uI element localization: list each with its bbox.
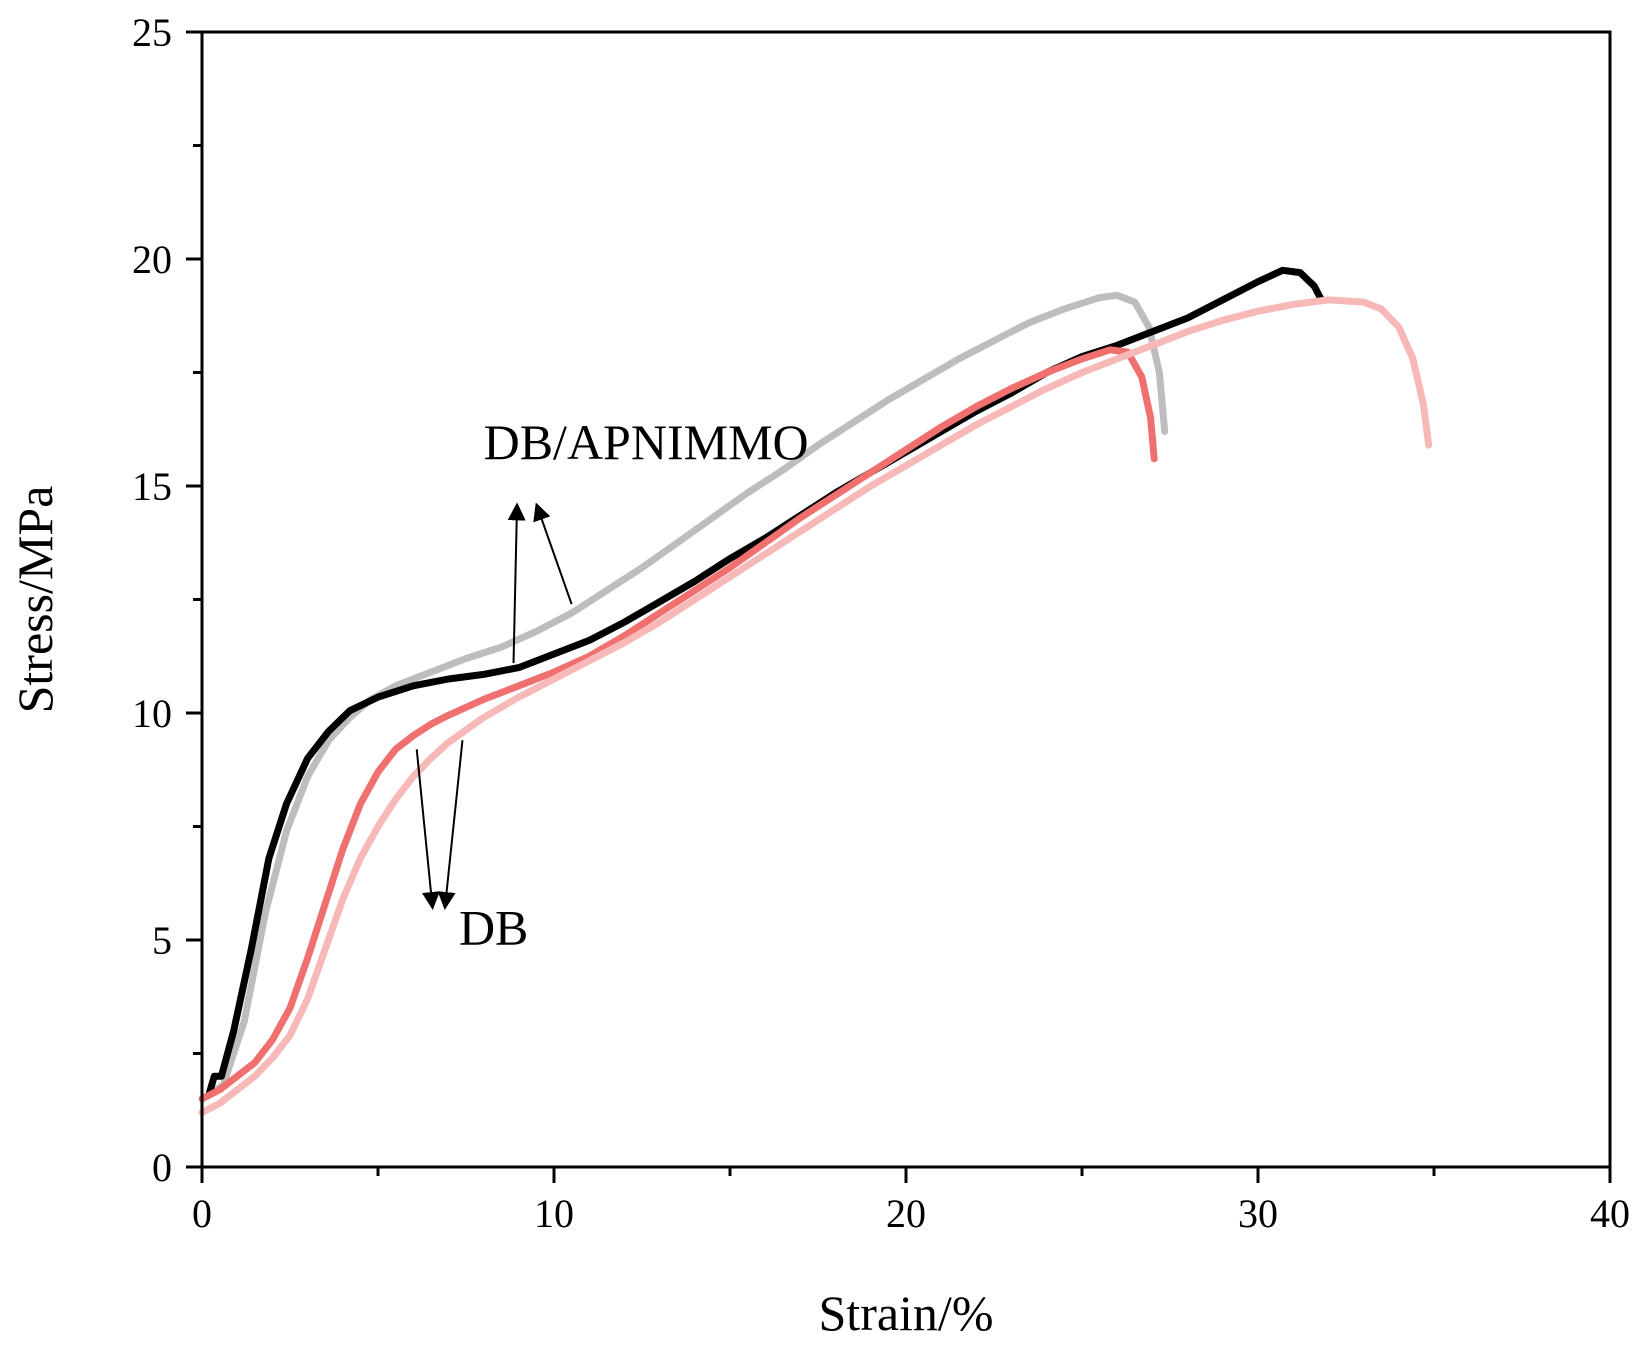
- annotations: DB/APNIMMO DB: [415, 414, 809, 956]
- annotation-arrow: [437, 740, 464, 911]
- x-tick-label: 10: [534, 1191, 574, 1236]
- annotation-arrow: [533, 502, 573, 605]
- axes: 0 10 20 30 40 0 5 10 15 20 25: [132, 10, 1630, 1236]
- series-line-2: [205, 266, 1325, 1098]
- x-axis-title: Strain/%: [819, 1285, 994, 1341]
- x-tick-label: 30: [1238, 1191, 1278, 1236]
- x-tick-label: 0: [192, 1191, 212, 1236]
- series-line-4: [198, 296, 1433, 1116]
- x-tick-label: 40: [1590, 1191, 1630, 1236]
- y-tick-label: 10: [132, 691, 172, 736]
- y-axis-title: Stress/MPa: [7, 486, 63, 714]
- y-tick-label: 0: [152, 1145, 172, 1190]
- x-tick-label: 20: [886, 1191, 926, 1236]
- series-line-1: [205, 291, 1169, 1098]
- plot-frame: [200, 30, 1612, 1169]
- y-tick-label: 25: [132, 10, 172, 55]
- annotation-label-1: DB/APNIMMO: [484, 414, 809, 470]
- series-line-3: [198, 346, 1158, 1103]
- series-layer: [198, 266, 1433, 1116]
- annotation-label-2: DB: [459, 900, 528, 956]
- annotation-arrow: [415, 749, 440, 911]
- y-tick-label: 5: [152, 918, 172, 963]
- annotation-arrow: [507, 502, 526, 664]
- y-tick-label: 15: [132, 464, 172, 509]
- y-tick-label: 20: [132, 237, 172, 282]
